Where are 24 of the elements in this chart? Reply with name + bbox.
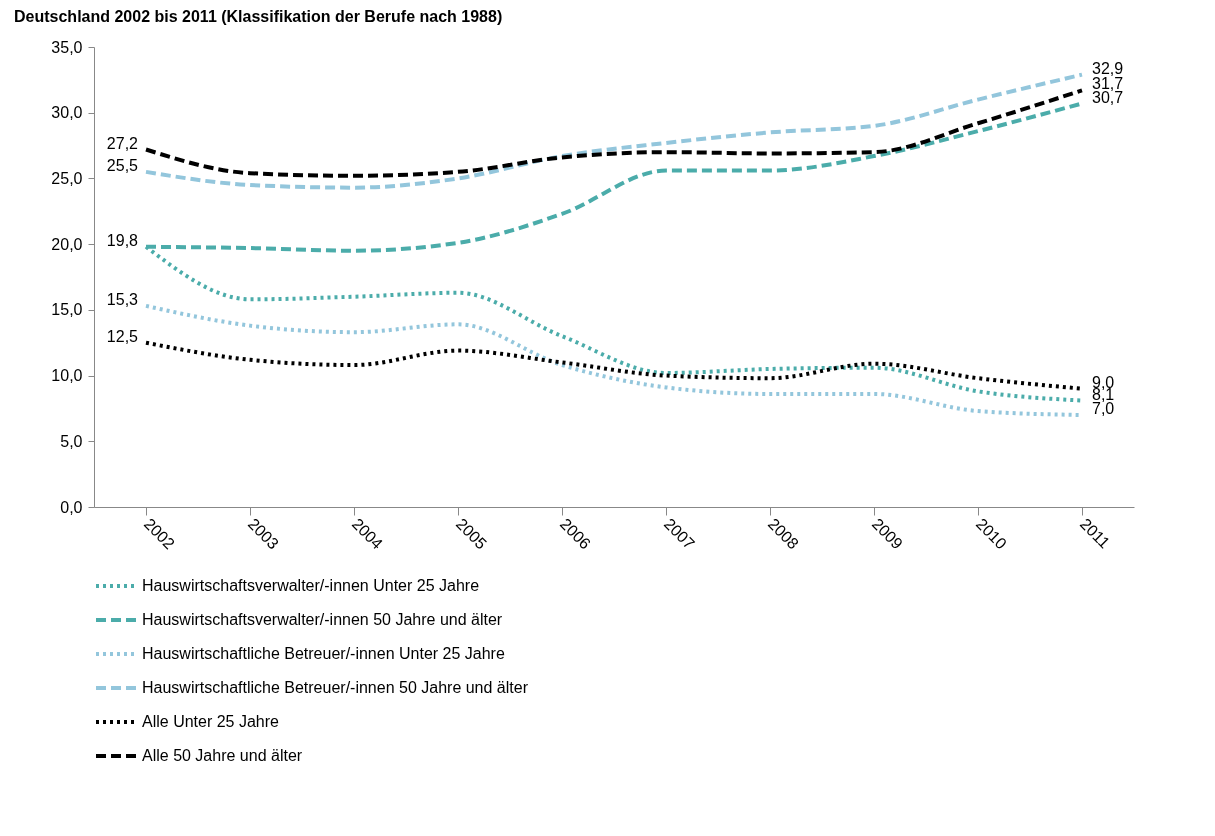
line-series — [144, 72, 1084, 190]
y-tick-label: 15,0 — [51, 301, 83, 319]
data-label: 32,9 — [1092, 59, 1124, 77]
legend-label: Hauswirtschaftsverwalter/-innen 50 Jahre und älter — [142, 611, 503, 628]
chart-title: Deutschland 2002 bis 2011 (Klassifikation der Berufe nach 1988) — [14, 8, 503, 25]
data-label: 15,3 — [106, 290, 139, 308]
y-tick-label: 20,0 — [51, 235, 83, 253]
legend-label: Hauswirtschaftsverwalter/-innen Unter 25 Jahre — [142, 577, 480, 594]
y-tick-label: 25,0 — [51, 169, 83, 187]
y-tick-label: 0,0 — [60, 498, 83, 516]
data-label: 27,2 — [106, 134, 139, 152]
data-label: 7,0 — [1092, 400, 1115, 417]
legend-label: Alle 50 Jahre und älter — [142, 747, 303, 764]
data-label: 25,5 — [106, 156, 139, 174]
y-tick-label: 35,0 — [51, 38, 83, 56]
y-tick-label: 30,0 — [51, 104, 83, 122]
data-label: 12,5 — [106, 327, 139, 345]
legend-label: Hauswirtschaftliche Betreuer/-innen Unter 25 Jahre — [142, 645, 505, 662]
legend-label: Alle Unter 25 Jahre — [142, 713, 280, 730]
data-label: 19,8 — [106, 231, 139, 249]
y-tick-label: 5,0 — [60, 432, 83, 450]
line-series — [144, 88, 1084, 178]
legend-label: Hauswirtschaftliche Betreuer/-innen 50 Jahre und älter — [142, 679, 529, 696]
y-tick-label: 10,0 — [51, 367, 83, 385]
